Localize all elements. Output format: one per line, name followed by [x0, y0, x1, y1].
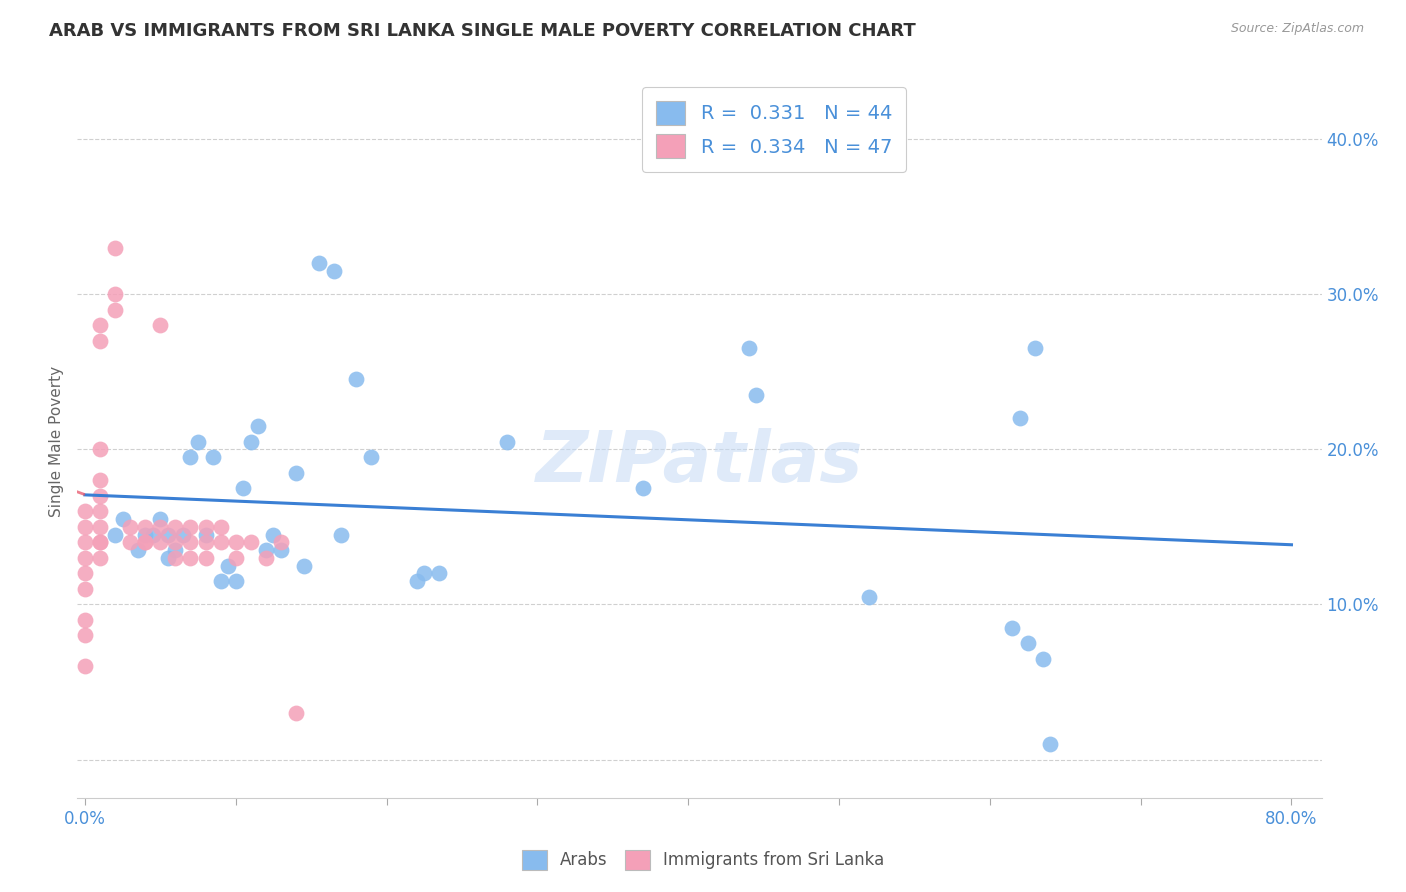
- Point: [292, 558, 315, 573]
- Point: [149, 512, 172, 526]
- Point: [194, 550, 217, 565]
- Point: [496, 434, 519, 449]
- Point: [73, 659, 96, 673]
- Point: [89, 520, 111, 534]
- Point: [89, 473, 111, 487]
- Point: [254, 543, 277, 558]
- Point: [165, 550, 187, 565]
- Point: [330, 527, 353, 541]
- Point: [194, 535, 217, 549]
- Point: [89, 489, 111, 503]
- Point: [737, 342, 759, 356]
- Point: [1001, 621, 1024, 635]
- Point: [73, 520, 96, 534]
- Point: [217, 558, 239, 573]
- Point: [322, 264, 344, 278]
- Point: [209, 520, 232, 534]
- Point: [89, 535, 111, 549]
- Point: [194, 527, 217, 541]
- Point: [631, 481, 654, 495]
- Point: [172, 527, 194, 541]
- Point: [73, 504, 96, 518]
- Point: [120, 520, 142, 534]
- Point: [165, 535, 187, 549]
- Point: [120, 535, 142, 549]
- Point: [142, 527, 165, 541]
- Point: [1017, 636, 1039, 650]
- Point: [1032, 651, 1054, 665]
- Point: [254, 550, 277, 565]
- Point: [745, 388, 768, 402]
- Point: [247, 419, 270, 434]
- Y-axis label: Single Male Poverty: Single Male Poverty: [49, 366, 65, 517]
- Point: [89, 442, 111, 457]
- Point: [149, 318, 172, 333]
- Point: [202, 450, 225, 464]
- Text: Source: ZipAtlas.com: Source: ZipAtlas.com: [1230, 22, 1364, 36]
- Point: [73, 535, 96, 549]
- Point: [104, 287, 127, 301]
- Point: [165, 543, 187, 558]
- Point: [308, 256, 330, 270]
- Point: [239, 535, 262, 549]
- Point: [285, 466, 308, 480]
- Point: [413, 566, 436, 581]
- Point: [179, 535, 201, 549]
- Text: ZIPatlas: ZIPatlas: [536, 428, 863, 498]
- Point: [225, 574, 247, 589]
- Point: [156, 527, 179, 541]
- Point: [73, 628, 96, 642]
- Point: [239, 434, 262, 449]
- Point: [179, 450, 201, 464]
- Point: [187, 434, 209, 449]
- Point: [270, 543, 292, 558]
- Point: [1039, 737, 1062, 751]
- Point: [73, 582, 96, 596]
- Point: [270, 535, 292, 549]
- Point: [405, 574, 427, 589]
- Point: [209, 574, 232, 589]
- Point: [73, 550, 96, 565]
- Point: [134, 535, 156, 549]
- Legend: Arabs, Immigrants from Sri Lanka: Arabs, Immigrants from Sri Lanka: [515, 843, 891, 877]
- Text: ARAB VS IMMIGRANTS FROM SRI LANKA SINGLE MALE POVERTY CORRELATION CHART: ARAB VS IMMIGRANTS FROM SRI LANKA SINGLE…: [49, 22, 915, 40]
- Point: [89, 535, 111, 549]
- Point: [232, 481, 254, 495]
- Point: [73, 566, 96, 581]
- Point: [194, 520, 217, 534]
- Point: [165, 520, 187, 534]
- Point: [209, 535, 232, 549]
- Point: [89, 550, 111, 565]
- Point: [179, 520, 201, 534]
- Point: [134, 535, 156, 549]
- Point: [225, 535, 247, 549]
- Point: [134, 527, 156, 541]
- Point: [285, 706, 308, 720]
- Legend: R =  0.331   N = 44, R =  0.334   N = 47: R = 0.331 N = 44, R = 0.334 N = 47: [643, 87, 905, 172]
- Point: [427, 566, 450, 581]
- Point: [858, 590, 880, 604]
- Point: [104, 527, 127, 541]
- Point: [1008, 411, 1031, 425]
- Point: [344, 372, 367, 386]
- Point: [89, 504, 111, 518]
- Point: [262, 527, 284, 541]
- Point: [111, 512, 134, 526]
- Point: [89, 334, 111, 348]
- Point: [225, 550, 247, 565]
- Point: [89, 318, 111, 333]
- Point: [104, 302, 127, 317]
- Point: [149, 535, 172, 549]
- Point: [360, 450, 382, 464]
- Point: [149, 520, 172, 534]
- Point: [134, 520, 156, 534]
- Point: [1024, 342, 1046, 356]
- Point: [156, 550, 179, 565]
- Point: [104, 241, 127, 255]
- Point: [179, 550, 201, 565]
- Point: [73, 613, 96, 627]
- Point: [127, 543, 149, 558]
